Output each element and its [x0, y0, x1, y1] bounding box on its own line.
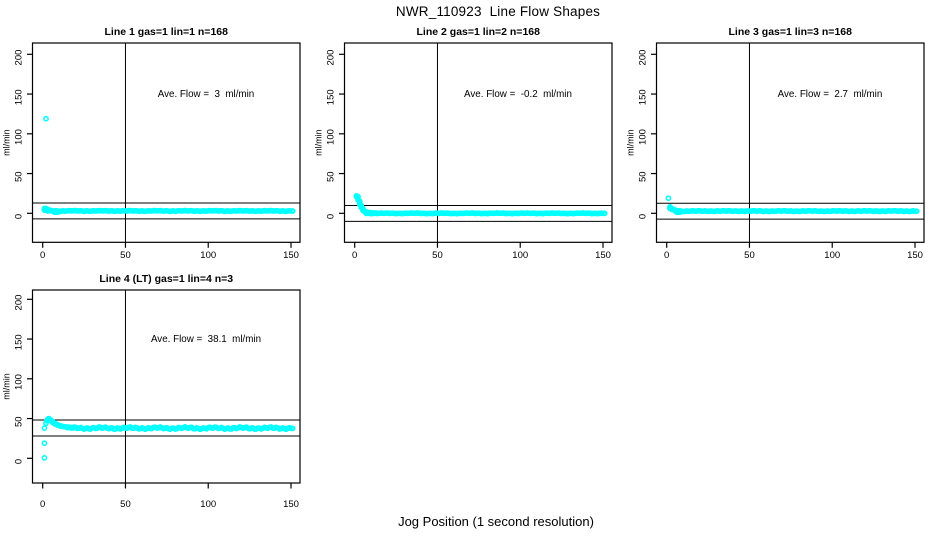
y-tick-label: 0	[14, 214, 25, 219]
y-axis-label: ml/min	[2, 373, 12, 400]
y-axis-label: ml/min	[626, 129, 636, 156]
x-tick-label: 100	[824, 250, 840, 261]
panel-title: Line 1 gas=1 lin=1 n=168	[105, 26, 229, 38]
x-tick-label: 100	[512, 250, 528, 261]
y-axis-label: ml/min	[314, 129, 324, 156]
x-tick-label: 0	[40, 499, 45, 510]
x-tick-label: 150	[283, 499, 299, 510]
x-tick-label: 150	[595, 250, 611, 261]
data-points	[665, 195, 920, 216]
data-point	[678, 208, 685, 215]
panel-line-3: Line 3 gas=1 lin=3 n=168 0 50 100 150 200 0 50 1…	[626, 26, 925, 261]
x-tick-label: 50	[120, 499, 131, 510]
y-tick-label: 50	[14, 416, 25, 427]
y-tick-label: 100	[14, 129, 25, 145]
annotation-ave-flow: Ave. Flow = 38.1 ml/min	[151, 334, 261, 345]
data-point	[41, 440, 48, 447]
x-tick-label: 50	[744, 250, 755, 261]
panel-line-1: Line 1 gas=1 lin=1 n=168 0 50 100 150 200 0 50 1…	[2, 26, 301, 261]
data-point	[58, 208, 64, 215]
annotation-ave-flow: Ave. Flow = -0.2 ml/min	[464, 89, 572, 100]
y-tick-label: 200	[14, 50, 25, 66]
y-tick-label: 150	[14, 334, 25, 350]
panel-line-2: Line 2 gas=1 lin=2 n=168 0 50 100 150 200 0 50 1…	[314, 26, 613, 261]
x-tick-label: 0	[352, 250, 357, 261]
figure-xlabel: Jog Position (1 second resolution)	[398, 514, 594, 529]
plot-box	[655, 42, 925, 243]
y-tick-label: 150	[14, 89, 25, 105]
plot-box	[343, 42, 613, 243]
data-point	[373, 210, 380, 216]
y-tick-label: 0	[638, 214, 649, 219]
x-tick-label: 0	[40, 250, 45, 261]
y-tick-label: 200	[638, 50, 649, 66]
data-point	[289, 208, 296, 214]
x-tick-label: 50	[120, 250, 131, 261]
annotation-ave-flow: Ave. Flow = 3 ml/min	[158, 89, 254, 100]
data-point	[665, 195, 672, 202]
data-points	[41, 415, 296, 461]
panel-title: Line 2 gas=1 lin=2 n=168	[417, 26, 541, 38]
panel-title: Line 4 (LT) gas=1 lin=4 n=3	[99, 273, 233, 285]
y-tick-label: 200	[14, 295, 25, 311]
panel-title: Line 3 gas=1 lin=3 n=168	[729, 26, 853, 38]
panel-line-4: Line 4 (LT) gas=1 lin=4 n=3 0 50 100 150 200 0…	[2, 273, 301, 510]
data-points	[41, 115, 296, 216]
plot-box	[31, 289, 301, 484]
x-tick-label: 0	[664, 250, 669, 261]
x-tick-label: 100	[200, 499, 216, 510]
y-axis-label: ml/min	[2, 129, 12, 156]
data-point	[913, 208, 920, 215]
y-tick-label: 150	[638, 89, 649, 105]
figure-title: NWR_110923 Line Flow Shapes	[395, 4, 601, 19]
y-tick-label: 50	[638, 171, 649, 182]
x-tick-label: 150	[907, 250, 923, 261]
data-point	[72, 425, 79, 431]
plot-box	[31, 42, 301, 243]
y-tick-label: 100	[326, 129, 337, 145]
data-point	[41, 455, 48, 461]
y-tick-label: 150	[326, 89, 337, 105]
y-tick-label: 50	[326, 171, 337, 182]
y-tick-label: 0	[14, 459, 25, 464]
data-point	[41, 425, 48, 431]
data-point	[601, 210, 608, 217]
x-tick-label: 150	[283, 250, 299, 261]
x-tick-label: 100	[200, 250, 216, 261]
data-points	[353, 192, 608, 217]
y-tick-label: 0	[326, 214, 337, 219]
data-point	[289, 425, 296, 432]
y-tick-label: 100	[14, 374, 25, 390]
data-point	[43, 115, 49, 122]
y-tick-label: 200	[326, 50, 337, 66]
y-tick-label: 50	[14, 171, 25, 182]
x-tick-label: 50	[432, 250, 443, 261]
y-tick-label: 100	[638, 129, 649, 145]
annotation-ave-flow: Ave. Flow = 2.7 ml/min	[778, 89, 883, 100]
